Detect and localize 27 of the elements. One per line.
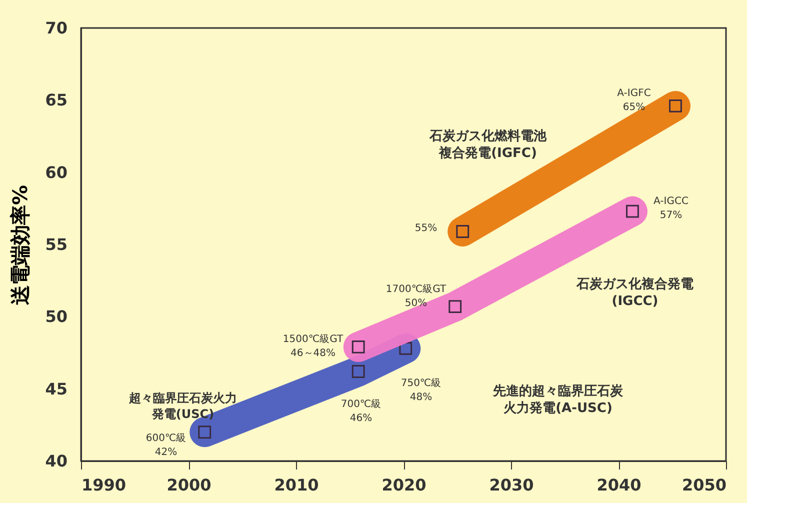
- annotation: 750℃級 48%: [400, 378, 442, 403]
- x-tick-label: 2040: [596, 476, 642, 494]
- y-tick-label: 40: [45, 452, 68, 470]
- annotation: 1500℃級GT 46～48%: [282, 334, 344, 359]
- y-tick-label: 65: [45, 90, 68, 110]
- annotation: 55%: [414, 223, 438, 234]
- annotation: 先進的超々臨界圧石炭火力発電(A-USC): [492, 384, 624, 416]
- annotation: 700℃級 46%: [340, 399, 382, 424]
- y-tick-label: 60: [45, 162, 68, 182]
- x-tick-label: 2050: [682, 476, 726, 494]
- annotation: 1700℃級GT 50%: [386, 284, 447, 309]
- annotation: 600℃級 42%: [146, 433, 186, 458]
- x-tick-label: 2020: [382, 476, 426, 494]
- y-tick-label: 45: [45, 379, 68, 398]
- annotation: A-IGCC 57%: [654, 196, 688, 221]
- y-axis-title: 送電端効率%: [8, 184, 32, 306]
- x-tick-label: 1990: [82, 476, 126, 494]
- y-tick-label: 55: [45, 235, 68, 254]
- annotation: 石炭ガス化複合発電(IGCC): [576, 276, 694, 309]
- x-tick-label: 2010: [274, 476, 319, 494]
- annotation: 石炭ガス化燃料電池複合発電(IGFC): [428, 129, 548, 161]
- y-tick-label: 50: [45, 307, 68, 326]
- x-tick-label: 2030: [489, 476, 534, 494]
- x-tick-label: 2000: [166, 476, 212, 494]
- annotation: 超々臨界圧石炭火力発電(USC): [128, 391, 237, 421]
- annotation: A-IGFC 65%: [617, 88, 651, 113]
- y-tick-label: 70: [45, 18, 68, 38]
